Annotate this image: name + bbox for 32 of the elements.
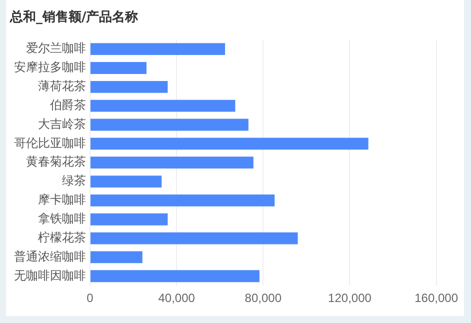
bar	[90, 270, 260, 282]
y-tick-label: 无咖啡因咖啡	[14, 268, 86, 282]
bar	[90, 80, 168, 93]
chart-title: 总和_销售额/产品名称	[9, 9, 140, 26]
y-tick-label: 柠檬花茶	[38, 230, 86, 244]
y-tick-label: 普通浓缩咖啡	[14, 249, 86, 264]
x-tick-label: 160,000	[414, 291, 458, 306]
y-tick-label: 薄荷花茶	[38, 79, 86, 94]
y-tick-label: 哥伦比亚咖啡	[14, 136, 86, 150]
y-tick-label: 绿茶	[62, 174, 86, 188]
y-tick-label: 安摩拉多咖啡	[14, 60, 86, 74]
y-tick-label: 大吉岭茶	[38, 116, 86, 131]
y-tick-label: 黄春菊花茶	[26, 154, 86, 169]
y-tick-label: 爱尔兰咖啡	[26, 41, 86, 56]
bar	[90, 251, 142, 264]
bar	[90, 138, 368, 150]
bar	[90, 62, 146, 74]
bar	[90, 213, 168, 226]
y-tick-label: 摩卡咖啡	[38, 192, 86, 207]
bar	[90, 156, 254, 169]
y-tick-label: 拿铁咖啡	[38, 211, 86, 226]
y-tick-label: 伯爵茶	[49, 98, 86, 112]
bar	[90, 43, 226, 56]
x-tick-label: 120,000	[328, 291, 372, 306]
bar	[90, 100, 236, 112]
bar	[90, 232, 298, 244]
x-tick-label: 40,000	[158, 291, 196, 306]
bar	[90, 194, 275, 206]
x-tick-label: 80,000	[244, 291, 282, 306]
bar	[90, 118, 248, 131]
bar	[90, 176, 162, 188]
x-tick-label: 0	[86, 291, 94, 306]
